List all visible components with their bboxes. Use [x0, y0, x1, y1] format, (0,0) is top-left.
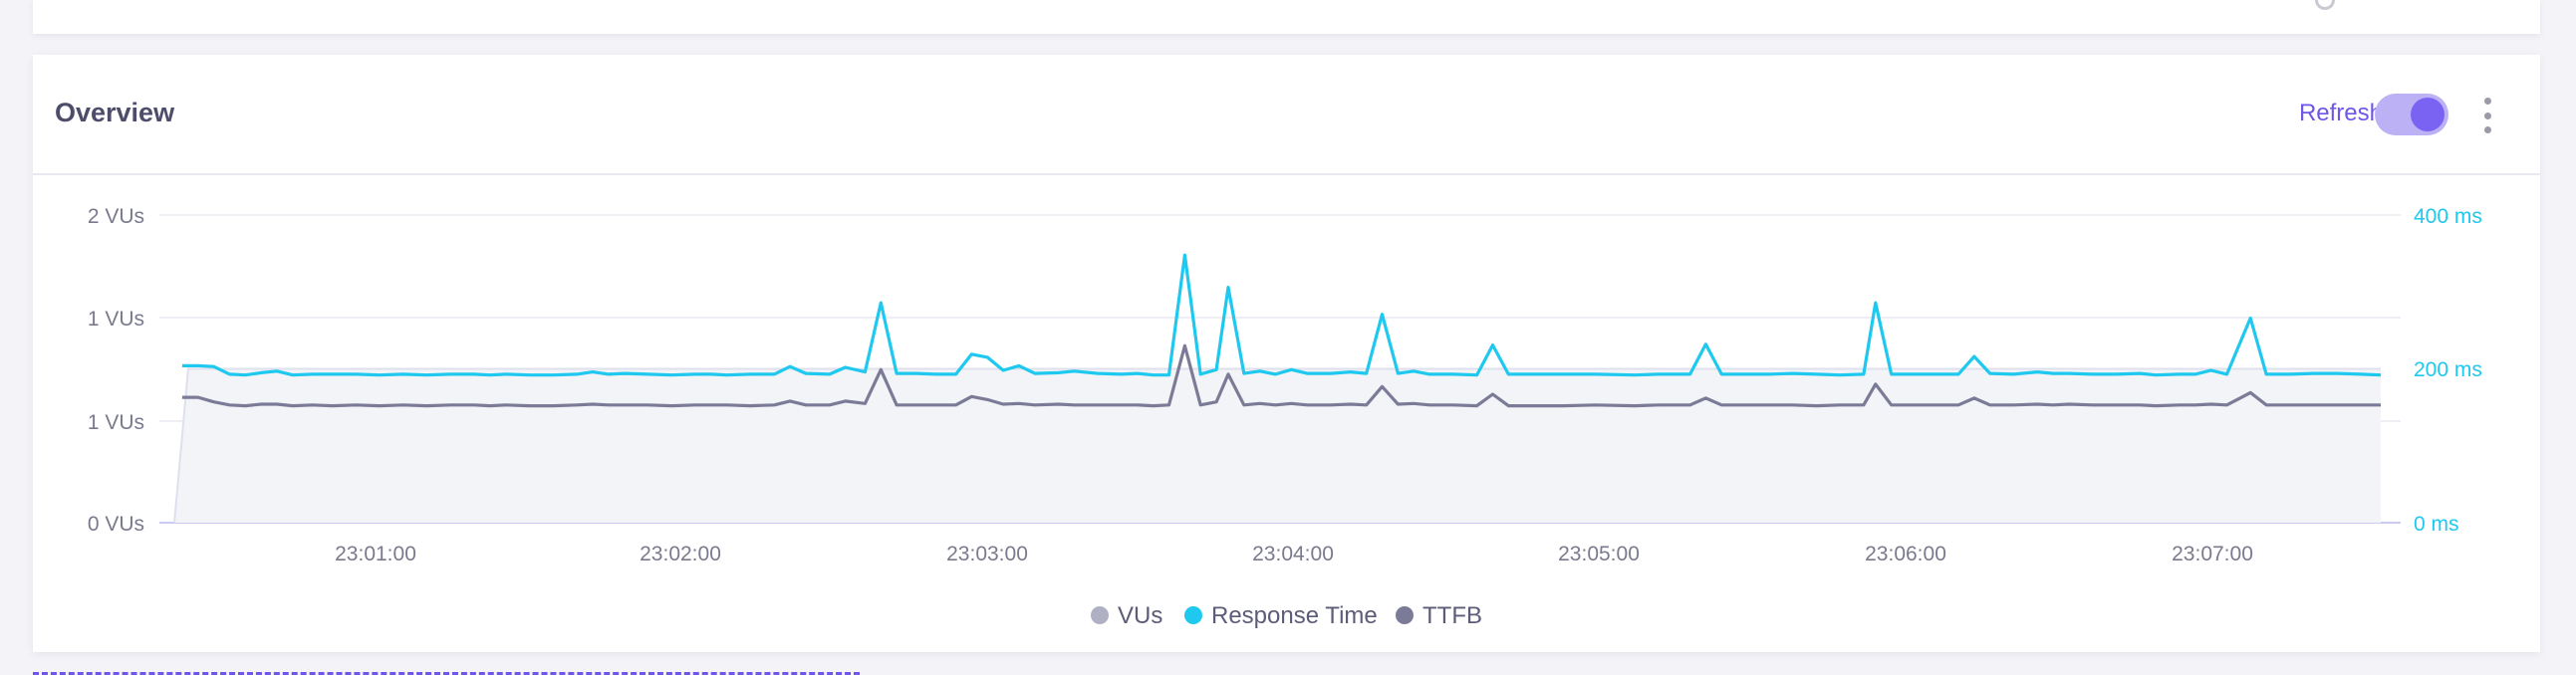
vus-line: [173, 367, 2381, 524]
section-divider: [33, 672, 860, 675]
refresh-toggle-knob: [2411, 98, 2445, 131]
response-time-line: [181, 253, 2382, 377]
previous-card: [33, 0, 2540, 34]
y-right-tick-label: 0 ms: [2414, 513, 2459, 536]
legend-marker: [1184, 606, 1202, 624]
x-tick-label: 23:03:00: [946, 543, 1028, 565]
legend-marker: [1091, 606, 1109, 624]
ttfb-line: [181, 343, 2381, 408]
x-tick-label: 23:05:00: [1558, 543, 1640, 565]
x-tick-label: 23:06:00: [1865, 543, 1946, 565]
x-tick-label: 23:07:00: [2172, 543, 2253, 565]
y-left-tick-label: 0 VUs: [88, 513, 144, 536]
refresh-toggle[interactable]: [2375, 94, 2448, 135]
legend-label: TTFB: [1422, 602, 1482, 629]
overview-header: Overview Refresh: [33, 55, 2540, 175]
previous-card-icon: [2315, 0, 2335, 10]
y-right-tick-label: 400 ms: [2414, 205, 2482, 228]
y-left-tick-label: 1 VUs: [88, 411, 144, 434]
y-left-tick-label: 2 VUs: [88, 205, 144, 228]
x-tick-label: 23:02:00: [640, 543, 721, 565]
legend-label: VUs: [1118, 602, 1162, 629]
y-left-tick-label: 1 VUs: [88, 308, 144, 331]
x-tick-label: 23:04:00: [1252, 543, 1334, 565]
x-tick-label: 23:01:00: [335, 543, 416, 565]
legend-marker: [1396, 606, 1414, 624]
vus-area: [174, 368, 2381, 523]
legend-label: Response Time: [1211, 602, 1378, 629]
kebab-vertical-icon[interactable]: [2482, 98, 2492, 133]
y-right-tick-label: 200 ms: [2414, 358, 2482, 381]
refresh-label[interactable]: Refresh: [2298, 100, 2383, 126]
overview-card: Overview Refresh: [33, 55, 2540, 652]
overview-title: Overview: [55, 98, 175, 127]
